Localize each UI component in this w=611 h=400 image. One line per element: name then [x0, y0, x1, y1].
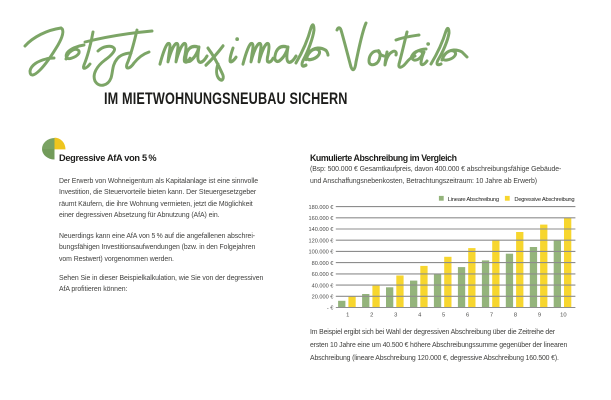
svg-text:10: 10 [560, 313, 566, 319]
svg-text:180.000 €: 180.000 € [309, 205, 335, 211]
svg-text:80.000 €: 80.000 € [312, 261, 335, 267]
svg-text:5: 5 [442, 313, 445, 319]
svg-text:100.000 €: 100.000 € [309, 250, 335, 256]
svg-text:2: 2 [370, 313, 373, 319]
svg-text:Lineare Abschreibung: Lineare Abschreibung [448, 197, 499, 203]
svg-text:120.000 €: 120.000 € [309, 238, 335, 244]
svg-text:- €: - € [327, 306, 334, 312]
svg-text:3: 3 [394, 313, 397, 319]
svg-text:4: 4 [418, 313, 422, 319]
svg-text:60.000 €: 60.000 € [312, 272, 335, 278]
svg-text:160.000 €: 160.000 € [309, 216, 335, 222]
svg-text:7: 7 [490, 313, 493, 319]
svg-text:140.000 €: 140.000 € [309, 227, 335, 233]
svg-text:40.000 €: 40.000 € [312, 283, 335, 289]
svg-text:9: 9 [538, 313, 541, 319]
svg-text:1: 1 [346, 313, 349, 319]
svg-text:Degressive Abschreibung: Degressive Abschreibung [514, 197, 574, 203]
svg-text:20.000 €: 20.000 € [312, 295, 335, 301]
svg-text:8: 8 [514, 313, 517, 319]
svg-text:6: 6 [466, 313, 469, 319]
